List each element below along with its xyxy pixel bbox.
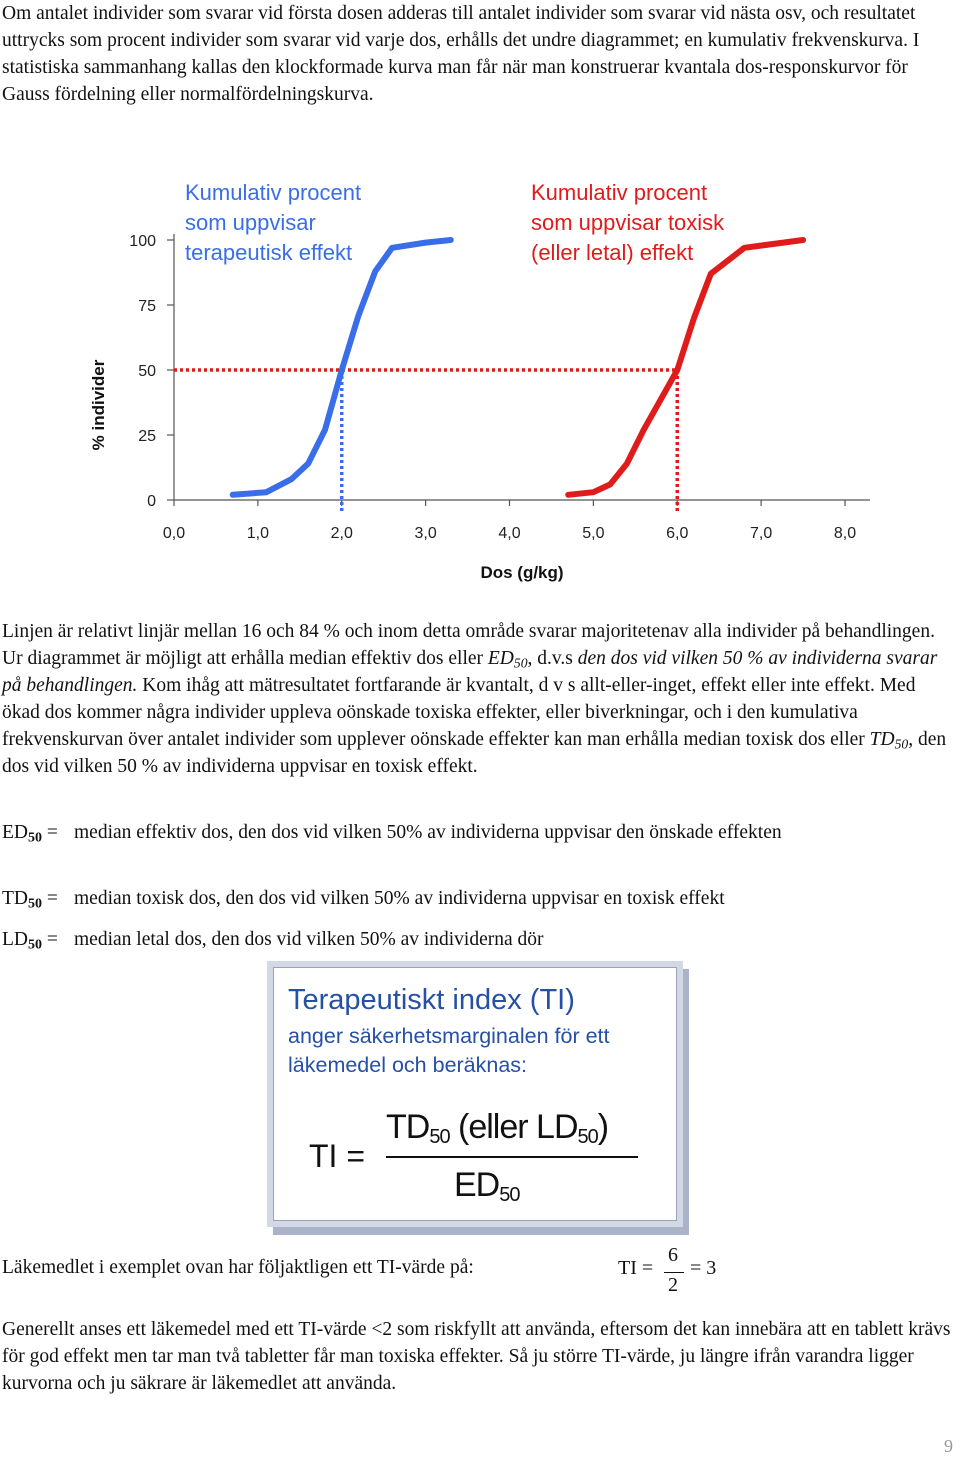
intro-paragraph: Om antalet individer som svarar vid förs… [2, 3, 920, 105]
para2-s4: , den dos vid vilken 50 % av individerna… [2, 729, 947, 777]
explanation-paragraph: Linjen är relativt linjär mellan 16 och … [2, 618, 957, 780]
para2-s2-italic: den dos vid vilken 50 % av individerna s… [2, 648, 938, 696]
para2-s1: Linjen är relativt linjär mellan 16 och … [2, 621, 935, 669]
x-axis-label: Dos (g/kg) [480, 563, 563, 582]
td50-symbol: TD50 [869, 729, 909, 752]
x-tick-label: 7,0 [750, 525, 772, 542]
series-line-therapeutic [229, 237, 454, 498]
x-tick-label: 3,0 [415, 525, 437, 542]
ti-formula-numerator: TD50 (eller LD50) [386, 1108, 609, 1148]
definition-term: ED50 = [2, 822, 58, 846]
x-tick-label: 1,0 [247, 525, 269, 542]
y-tick-label: 50 [138, 363, 156, 380]
x-tick-label: 5,0 [582, 525, 604, 542]
y-tick-label: 0 [147, 493, 156, 510]
example-ti-label: TI = [618, 1257, 654, 1279]
dose-response-chart: 100 75 50 25 0 0,0 1,0 2,0 3,0 4,0 5,0 6,0 7,0 8,0 % i… [89, 180, 870, 582]
y-axis-label: % individer [89, 359, 108, 450]
x-tick-label: 6,0 [666, 525, 688, 542]
definition-term: LD50 = [2, 929, 58, 953]
ti-title: Terapeutiskt index (TI) [288, 984, 575, 1016]
ti-formula-denominator: ED50 [454, 1166, 520, 1206]
ti-description: anger säkerhetsmarginalen för ett läkeme… [288, 1024, 610, 1077]
x-tick-label: 2,0 [331, 525, 353, 542]
example-sentence: Läkemedlet i exemplet ovan har följaktli… [2, 1257, 474, 1278]
series-label-therapeutic: Kumulativ procent som uppvisar terapeutisk… [185, 180, 361, 265]
ti-fraction-bar [386, 1156, 638, 1158]
para2-s3: Kom ihåg att mätresultatet fortfarande ä… [2, 675, 916, 750]
y-tick-label: 75 [138, 298, 156, 315]
para2-s2: , d.v.s [527, 648, 578, 669]
y-tick-label: 100 [129, 233, 156, 250]
x-tick-label: 8,0 [834, 525, 856, 542]
page-number: 9 [944, 1436, 953, 1456]
definition-desc: median effektiv dos, den dos vid vilken … [74, 822, 782, 843]
series-line-toxic [565, 237, 807, 498]
x-tick-label: 4,0 [498, 525, 520, 542]
ti-formula-lhs: TI = [309, 1138, 366, 1174]
therapeutic-index-box: Terapeutiskt index (TI) anger säkerhetsm… [273, 967, 677, 1221]
definition-desc: median toxisk dos, den dos vid vilken 50… [74, 888, 725, 909]
definition-desc: median letal dos, den dos vid vilken 50%… [74, 929, 544, 950]
series-label-toxic: Kumulativ procent som uppvisar toxisk (ell… [531, 180, 725, 265]
example-numerator: 6 [668, 1244, 678, 1266]
example-fraction-bar [664, 1272, 684, 1273]
definition-term: TD50 = [2, 888, 58, 912]
conclusion-paragraph: Generellt anses ett läkemedel med ett TI… [2, 1319, 951, 1394]
x-tick-label: 0,0 [163, 525, 185, 542]
example-result: = 3 [690, 1257, 717, 1279]
ed50-symbol: ED50 [487, 648, 528, 671]
example-denominator: 2 [668, 1274, 678, 1296]
y-tick-label: 25 [138, 428, 156, 445]
